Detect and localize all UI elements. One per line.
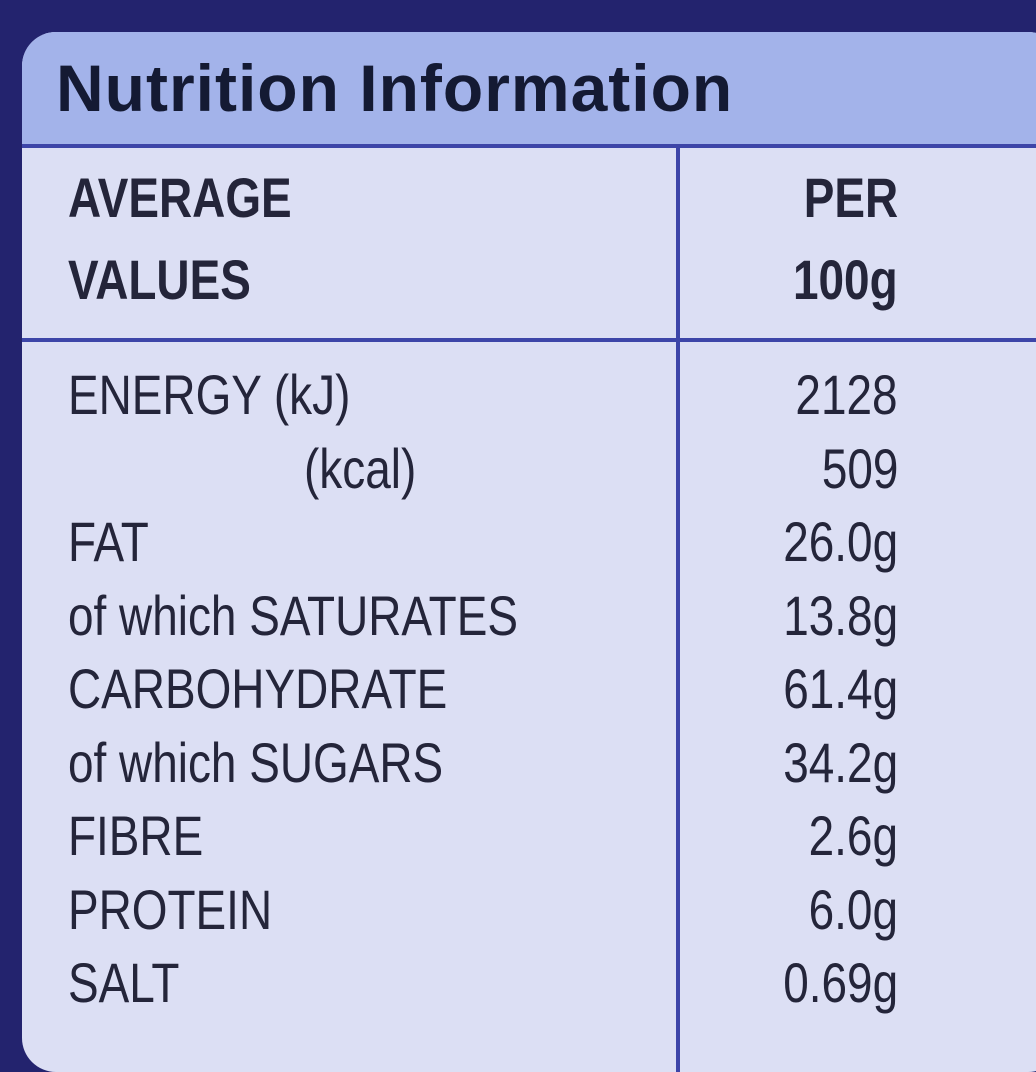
header-divider	[22, 338, 1036, 342]
row-label: FIBRE	[68, 804, 204, 867]
row-value: 34.2g	[783, 730, 898, 794]
header-label: PER	[803, 166, 898, 229]
title-band: Nutrition Information	[22, 32, 1036, 148]
row-label: ENERGY (kJ)	[68, 363, 351, 426]
row-value: 0.69g	[783, 951, 898, 1014]
row-label: SALT	[68, 951, 180, 1014]
row-label: (kcal)	[304, 436, 417, 500]
header-label: AVERAGE	[68, 166, 292, 229]
row-value: 13.8g	[783, 583, 898, 647]
row-value: 26.0g	[783, 510, 898, 573]
row-label: FAT	[68, 510, 149, 573]
nutrition-panel: Nutrition Information AVERAGE VALUES PER 10…	[22, 32, 1036, 1072]
page: Nutrition Information AVERAGE VALUES PER 10…	[22, 32, 1036, 1072]
row-value: 61.4g	[783, 657, 898, 720]
row-label: of which SUGARS	[68, 730, 444, 794]
row-value: 2.6g	[808, 804, 898, 867]
row-value: 2128	[795, 363, 898, 426]
title: Nutrition Information	[56, 51, 734, 125]
header-label: VALUES	[68, 248, 251, 311]
column-divider	[676, 144, 680, 1072]
header-label: 100g	[793, 248, 898, 311]
row-value: 6.0g	[808, 877, 898, 941]
row-label: of which SATURATES	[68, 583, 518, 647]
row-label: CARBOHYDRATE	[68, 657, 448, 720]
row-label: PROTEIN	[68, 877, 273, 941]
row-value: 509	[821, 436, 898, 500]
